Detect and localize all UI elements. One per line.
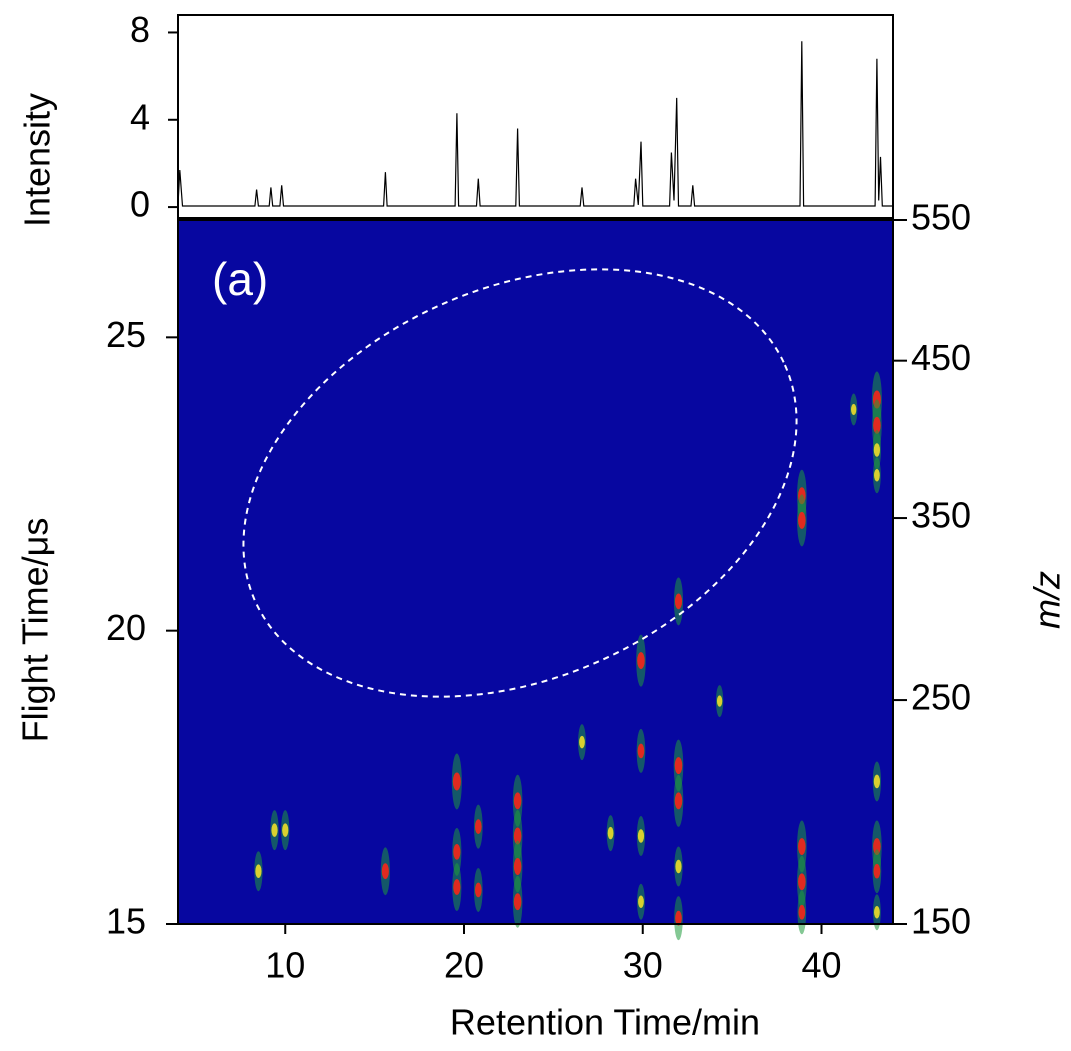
spot bbox=[798, 511, 806, 529]
spot bbox=[675, 910, 682, 926]
y-axis-label: Intensity bbox=[17, 93, 58, 227]
spot bbox=[453, 879, 461, 895]
spot bbox=[674, 757, 683, 775]
spot bbox=[637, 829, 645, 843]
spot bbox=[873, 443, 881, 457]
spot bbox=[674, 593, 683, 610]
x-tick-label: 10 bbox=[265, 945, 305, 986]
spot bbox=[607, 826, 614, 840]
spot bbox=[513, 858, 522, 875]
spot bbox=[873, 863, 881, 879]
x-tick-label: 40 bbox=[801, 945, 841, 986]
dashed-ellipse bbox=[242, 268, 798, 698]
spot bbox=[579, 735, 585, 749]
spot bbox=[513, 893, 522, 911]
spot bbox=[716, 695, 723, 707]
y2-axis-label: m/z bbox=[1027, 571, 1068, 629]
spot bbox=[873, 838, 881, 856]
heatmap-layer bbox=[178, 220, 893, 941]
y-tick-label: 4 bbox=[130, 96, 150, 137]
top-frame bbox=[177, 14, 894, 219]
spot bbox=[851, 403, 857, 416]
panel-label: (a) bbox=[212, 253, 268, 305]
chromatogram-line bbox=[177, 41, 893, 207]
spot bbox=[638, 895, 644, 908]
x-axis-label: Retention Time/min bbox=[450, 1002, 760, 1043]
y-tick-label: 15 bbox=[106, 901, 146, 942]
x-tick-label: 30 bbox=[623, 945, 663, 986]
spot bbox=[798, 904, 806, 920]
spot bbox=[474, 882, 482, 898]
spot bbox=[675, 859, 682, 874]
y2-tick-label: 450 bbox=[911, 337, 971, 378]
spot bbox=[637, 743, 645, 759]
spot bbox=[637, 652, 645, 670]
spot bbox=[453, 843, 461, 860]
spot bbox=[255, 864, 262, 878]
y-tick-label: 25 bbox=[106, 314, 146, 355]
spot bbox=[873, 774, 881, 789]
spot bbox=[798, 873, 806, 891]
spot bbox=[513, 792, 522, 810]
spot bbox=[282, 823, 289, 837]
spot bbox=[874, 468, 880, 482]
y-tick-label: 20 bbox=[106, 607, 146, 648]
y-tick-label: 0 bbox=[130, 184, 150, 225]
spot bbox=[873, 416, 881, 434]
y2-tick-label: 550 bbox=[911, 197, 971, 238]
y2-tick-label: 250 bbox=[911, 677, 971, 718]
spot bbox=[452, 772, 461, 791]
spot bbox=[271, 823, 278, 837]
spot bbox=[513, 827, 522, 845]
heatmap-background bbox=[178, 220, 893, 924]
spot bbox=[874, 906, 880, 919]
heatmap-frame bbox=[177, 219, 894, 925]
y2-tick-label: 150 bbox=[911, 901, 971, 942]
spot bbox=[798, 838, 806, 856]
spot bbox=[474, 819, 482, 834]
y-tick-label: 8 bbox=[130, 9, 150, 50]
y-axis-label: Flight Time/μs bbox=[15, 518, 56, 743]
spot bbox=[674, 792, 683, 810]
x-tick-label: 20 bbox=[444, 945, 484, 986]
y2-tick-label: 350 bbox=[911, 495, 971, 536]
spot bbox=[381, 863, 389, 880]
